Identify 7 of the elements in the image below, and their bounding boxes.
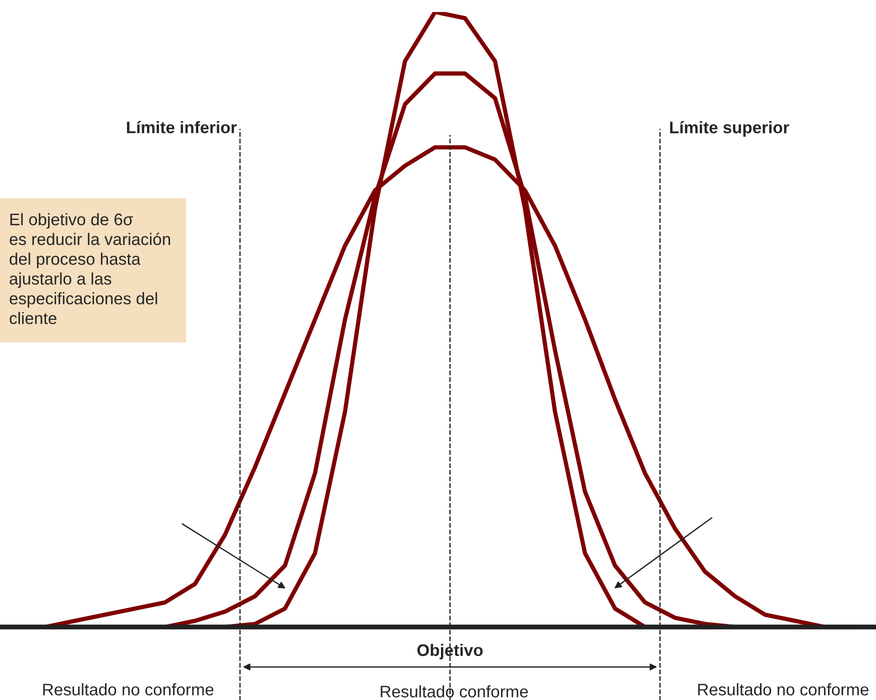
annotation: Límite inferior <box>126 120 237 134</box>
text: Resultado no conforme <box>43 683 214 696</box>
annotation: Límite superior <box>670 121 790 137</box>
text: Resultado conforme <box>380 685 528 698</box>
text: Objetivo <box>417 644 483 660</box>
annotation: El objetivo de 6σ es reducir la variación del proceso hasta ajustarlo a las especificaciones del cliente <box>10 213 170 324</box>
text: Resultado no conforme <box>698 683 868 696</box>
